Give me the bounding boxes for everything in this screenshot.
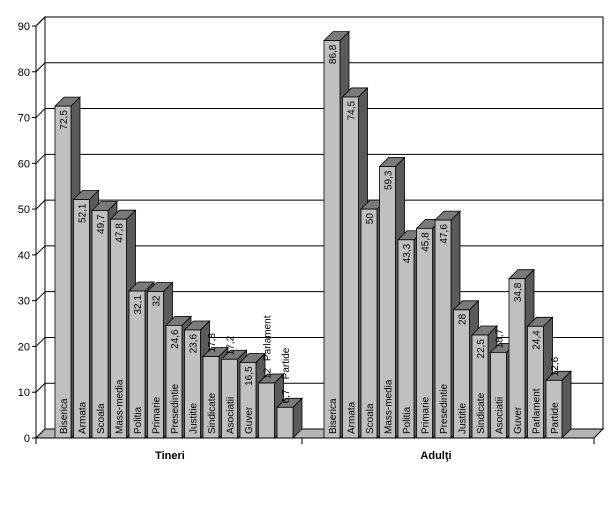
bar: [323, 40, 341, 439]
data-label: 6,7: [281, 389, 292, 403]
category-label: Armata: [347, 401, 358, 434]
bar: [54, 105, 72, 439]
category-label: Scoala: [365, 403, 376, 434]
category-label: Sindicate: [207, 392, 218, 434]
data-label: 24,6: [170, 329, 181, 349]
gridline-depth: [35, 108, 46, 118]
category-label: Armata: [78, 401, 89, 434]
y-tick-label: 50: [18, 204, 30, 216]
data-label: 43,3: [402, 243, 413, 263]
data-label: 47,8: [115, 223, 126, 243]
gridline-depth: [35, 291, 46, 302]
y-tick-label: 0: [24, 433, 30, 445]
category-label: Scoala: [96, 403, 107, 434]
y-tick-label: 30: [18, 296, 30, 308]
data-label: 16,5: [244, 366, 255, 386]
category-label: Parlament: [263, 315, 274, 361]
data-label: 22,5: [476, 339, 487, 359]
y-tick-label: 10: [18, 387, 30, 399]
category-label: Justitie: [189, 402, 200, 434]
y-tick-label: 40: [18, 250, 30, 262]
data-label: 59,3: [384, 170, 395, 190]
bar: [342, 96, 359, 439]
category-label: Justitie: [458, 402, 469, 434]
bar: [276, 406, 294, 439]
y-tick-label: 20: [18, 341, 30, 353]
category-label: Parlament: [532, 388, 543, 434]
category-label: Asociatii: [495, 397, 506, 434]
data-label: 45,8: [421, 232, 432, 252]
data-label: 52,1: [78, 203, 89, 223]
gridline-depth: [35, 199, 46, 210]
data-label: 74,5: [347, 101, 358, 121]
category-label: Asociatii: [226, 397, 237, 434]
category-label: Mass-media: [115, 379, 126, 434]
y-tick-label: 70: [18, 113, 30, 125]
gridline-depth: [35, 245, 46, 256]
category-label: Guver: [244, 406, 255, 434]
data-label: 86,8: [328, 44, 339, 64]
gridline-depth: [35, 153, 46, 164]
category-label: Mass-media: [384, 379, 395, 434]
gridline-depth: [35, 382, 46, 393]
gridline-depth: [35, 337, 46, 347]
gridline-depth: [35, 16, 46, 27]
category-label: Sindicate: [476, 392, 487, 434]
y-tick-label: 60: [18, 158, 30, 170]
data-label: 24,4: [532, 330, 543, 350]
data-label: 17,8: [207, 333, 218, 353]
group-label: Tineri: [155, 450, 185, 462]
category-label: Guver: [513, 406, 524, 434]
y-tick-label: 90: [18, 21, 30, 33]
gridline-depth: [35, 62, 46, 73]
bar: [258, 382, 275, 439]
category-label: Politia: [133, 406, 144, 434]
category-label: Partide: [550, 402, 561, 434]
data-label: 50: [365, 213, 376, 225]
data-label: 47,6: [439, 224, 450, 244]
data-label: 72,5: [59, 110, 70, 130]
data-label: 28: [458, 313, 469, 325]
data-label: 12,6: [550, 356, 561, 376]
category-label: Presedintie: [170, 384, 181, 434]
data-label: 12: [263, 368, 274, 380]
data-label: 34,8: [513, 282, 524, 302]
data-label: 49,7: [96, 214, 107, 234]
group-label: Adulţi: [420, 450, 451, 462]
bar-side: [561, 370, 572, 439]
side-wall: [35, 15, 46, 440]
category-label: Primarie: [421, 396, 432, 434]
data-label: 17,2: [226, 335, 237, 355]
category-label: Primarie: [152, 396, 163, 434]
category-label: Politia: [402, 406, 413, 434]
category-label: Presedintie: [439, 384, 450, 434]
data-label: 32,1: [133, 295, 144, 315]
category-label: Biserica: [328, 398, 339, 434]
data-label: 23,6: [189, 334, 200, 354]
data-label: 18,7: [495, 328, 506, 348]
y-tick-label: 80: [18, 67, 30, 79]
category-label: Partide: [281, 347, 292, 379]
data-label: 32: [152, 295, 163, 307]
category-label: Biserica: [59, 398, 70, 434]
